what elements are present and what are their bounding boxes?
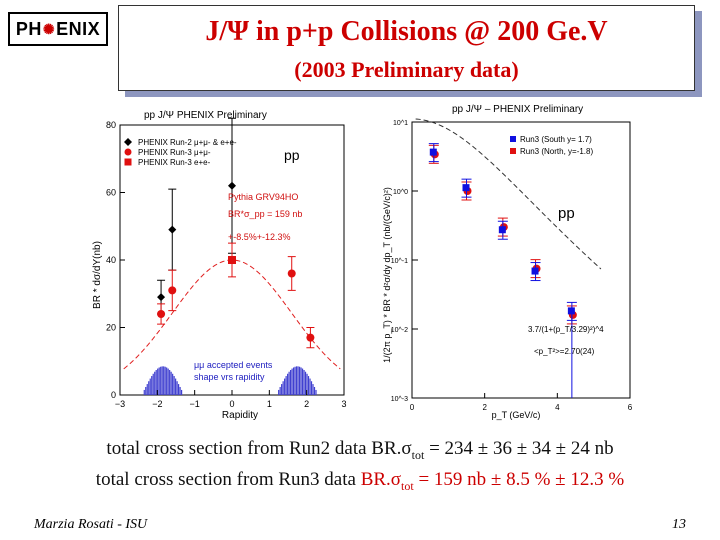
chart2-xtick-label: 4 — [555, 403, 560, 412]
chart1-point-run3-ee — [228, 256, 236, 264]
chart1-point-run2 — [168, 225, 177, 234]
chart1-ytick-label: 20 — [106, 323, 116, 333]
footer-author: Marzia Rosati - ISU — [34, 517, 148, 532]
chart2-ytick-label: 10^0 — [393, 189, 408, 196]
chart2-ytick-label: 10^-2 — [391, 327, 408, 334]
chart1-annot-br: BR*σ_pp = 159 nb — [228, 209, 302, 219]
chart1-annot-pythia: Pythia GRV94HO — [228, 192, 298, 202]
chart1-xtick-label: 1 — [267, 399, 272, 409]
chart1-xtick-label: 3 — [341, 399, 346, 409]
phenix-logo: PH ✺ ENIX — [8, 12, 108, 46]
chart2-annot-pt2: <p_T²>=2.70(24) — [534, 347, 595, 356]
chart2-point-south — [567, 307, 575, 315]
chart1-point-run3-mumu — [168, 286, 177, 295]
footer-page-number: 13 — [672, 517, 686, 532]
chart2-annot-pp: pp — [558, 205, 575, 222]
chart1-ylabel: BR * dσ/dY(nb) — [92, 241, 103, 309]
chart1-ytick-label: 60 — [106, 188, 116, 198]
chart1-ytick-label: 40 — [106, 255, 116, 265]
chart1-annot-pp: pp — [284, 147, 300, 163]
chart2-ytick-label: 10^1 — [393, 120, 408, 127]
chart1-xtick-label: −2 — [152, 399, 162, 409]
chart2-legend-label: Run3 (North, y=-1.8) — [520, 147, 593, 156]
chart1-point-run3-mumu — [306, 333, 315, 342]
chart1-legend-label: PHENIX Run-3 μ+μ- — [138, 148, 211, 157]
chart2-legend-label: Run3 (South y= 1.7) — [520, 135, 592, 144]
rapidity-chart: pp J/Ψ PHENIX Preliminary BR * dσ/dY(nb)… — [92, 110, 347, 421]
chart2-xtick-label: 2 — [482, 403, 487, 412]
chart2-legend-marker — [510, 136, 516, 142]
chart1-annot-accepted: μμ accepted events — [194, 360, 273, 370]
chart2-ylabel: 1/(2π p_T) * BR * d²σ/dy dp_T (nb/(GeV/c… — [382, 187, 392, 363]
chart1-xtick-label: 2 — [304, 399, 309, 409]
pt-spectrum-chart: pp J/Ψ – PHENIX Preliminary 1/(2π p_T) *… — [382, 104, 633, 420]
chart2-title: pp J/Ψ – PHENIX Preliminary — [452, 104, 583, 115]
chart2-ytick-label: 10^-1 — [391, 258, 408, 265]
title-box: J/Ψ in p+p Collisions @ 200 Ge.V (2003 P… — [118, 5, 695, 91]
slide-title: J/Ψ in p+p Collisions @ 200 Ge.V — [205, 16, 608, 47]
slide-subtitle: (2003 Preliminary data) — [294, 57, 519, 82]
chart1-annot-errors: +-8.5%+-12.3% — [228, 232, 291, 242]
chart1-legend-marker — [124, 138, 132, 146]
chart2-ytick-label: 10^-3 — [391, 396, 408, 403]
chart2-xtick-label: 0 — [410, 403, 415, 412]
chart1-xtick-label: 0 — [229, 399, 234, 409]
chart1-xlabel: Rapidity — [222, 410, 258, 421]
chart2-fit-curve — [415, 118, 602, 270]
chart2-point-south — [531, 267, 539, 275]
chart1-legend-label: PHENIX Run-2 μ+μ- & e+e- — [138, 138, 237, 147]
chart1-point-run3-mumu — [157, 310, 166, 318]
chart1-point-run2 — [157, 293, 166, 302]
chart1-xtick-label: −3 — [115, 399, 125, 409]
chart1-annot-shape: shape vrs rapidity — [194, 372, 265, 382]
chart2-point-south — [429, 148, 437, 156]
chart1-title: pp J/Ψ PHENIX Preliminary — [144, 110, 267, 121]
chart1-ytick-label: 80 — [106, 120, 116, 130]
chart2-xlabel: p_T (GeV/c) — [492, 410, 541, 420]
chart1-point-run3-mumu — [287, 269, 296, 278]
chart2-point-south — [498, 226, 506, 234]
chart1-legend-label: PHENIX Run-3 e+e- — [138, 158, 211, 167]
chart2-legend-marker — [510, 148, 516, 154]
chart1-ytick-label: 0 — [111, 390, 116, 400]
chart1-legend-marker — [124, 148, 132, 156]
chart1-point-run2 — [228, 181, 236, 190]
chart2-xtick-label: 6 — [628, 403, 633, 412]
chart2-annot-fit: 3.7/(1+(p_T/3.29)²)^4 — [528, 325, 604, 334]
logo-star-icon: ✺ — [42, 20, 56, 37]
caption-run2: total cross section from Run2 data BR.σt… — [106, 438, 614, 462]
caption-run3: total cross section from Run3 data BR.σt… — [95, 469, 625, 493]
chart1-xtick-label: −1 — [190, 399, 200, 409]
chart2-frame — [411, 121, 631, 399]
chart1-legend-marker — [124, 158, 132, 166]
chart2-point-south — [462, 184, 470, 192]
